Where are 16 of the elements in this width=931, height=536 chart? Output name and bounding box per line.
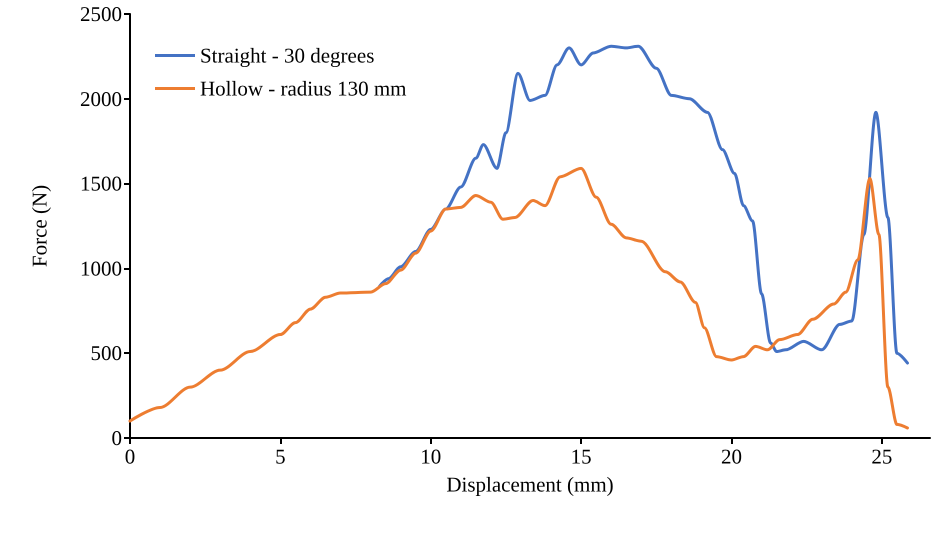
y-axis-title: Force (N) — [28, 184, 52, 268]
legend-label: Hollow - radius 130 mm — [200, 76, 406, 100]
x-tick-label: 5 — [275, 444, 286, 468]
x-tick-label: 15 — [570, 444, 592, 468]
y-tick-label: 2500 — [80, 2, 122, 26]
y-tick-label: 1500 — [80, 172, 122, 196]
x-tick-label: 10 — [420, 444, 442, 468]
x-axis-title: Displacement (mm) — [446, 472, 614, 496]
y-tick-label: 2000 — [80, 86, 122, 111]
x-tick-label: 25 — [871, 444, 892, 468]
y-tick-label: 0 — [112, 426, 122, 450]
line-series — [128, 166, 909, 430]
y-tick-label: 1000 — [80, 256, 122, 280]
legend-label: Straight - 30 degrees — [200, 44, 374, 68]
x-tick-label: 20 — [721, 444, 742, 468]
y-tick-label: 500 — [90, 341, 122, 366]
